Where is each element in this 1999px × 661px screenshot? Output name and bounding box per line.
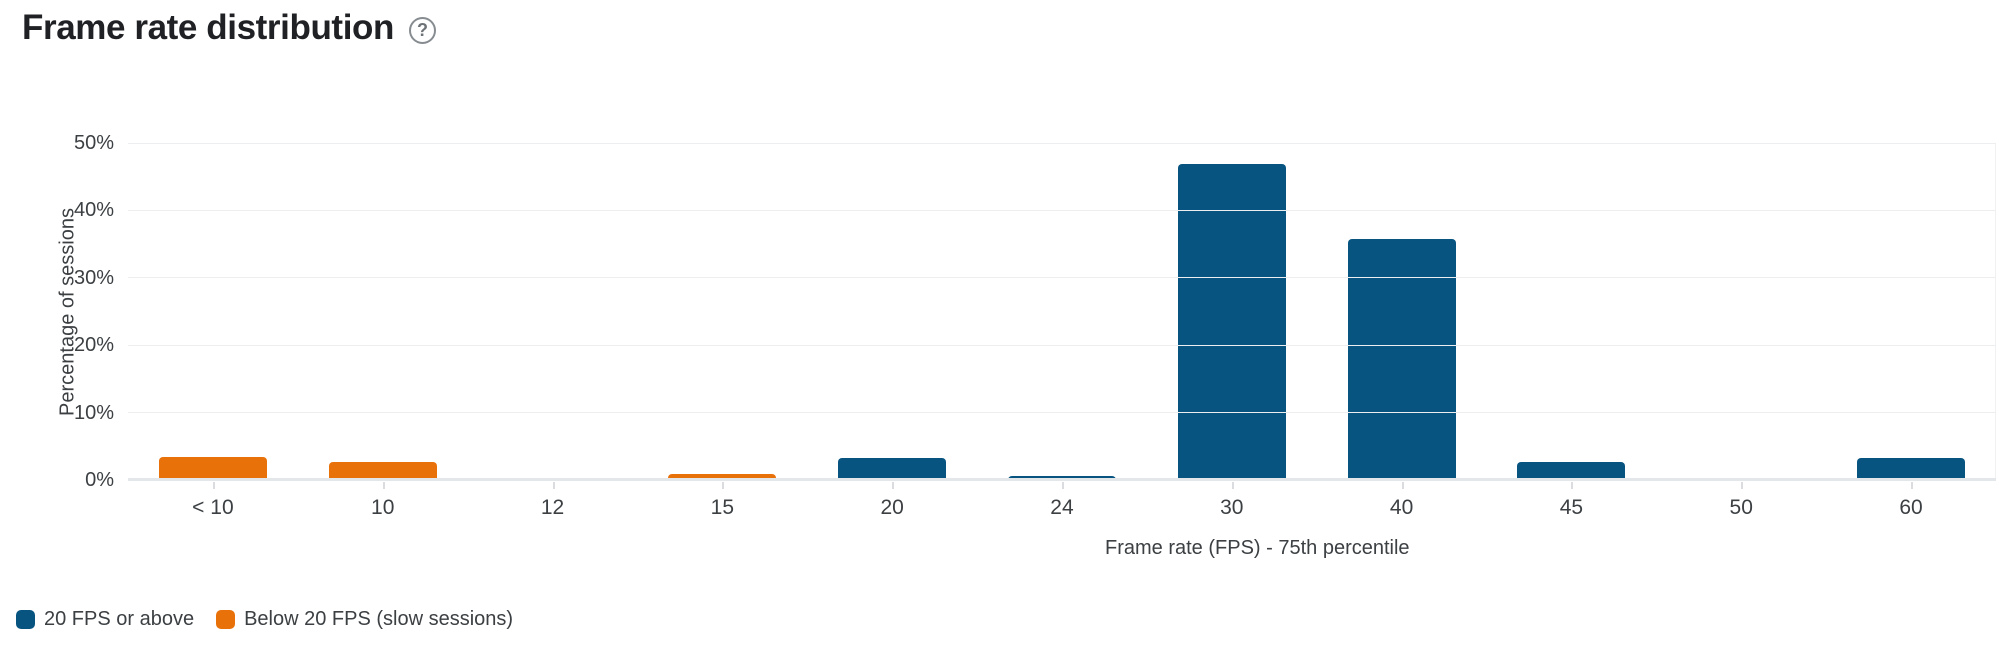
category-slot-<10: < 10 <box>128 143 298 519</box>
legend-label-above: 20 FPS or above <box>44 608 195 630</box>
gridline-30% <box>128 277 1996 279</box>
x-tick-20 <box>892 482 895 489</box>
legend-label-below: Below 20 FPS (slow sessions) <box>244 608 514 630</box>
bar-30[interactable] <box>1177 163 1286 480</box>
legend-swatch-above <box>16 610 35 629</box>
bar-15[interactable] <box>668 473 777 480</box>
chart-title: Frame rate distribution <box>22 8 394 47</box>
x-tick-label-50: 50 <box>1729 496 1753 519</box>
category-slot-50: 50 <box>1656 143 1826 519</box>
x-tick-label-40: 40 <box>1389 496 1414 519</box>
gridline-40% <box>128 209 1996 211</box>
gridline-50% <box>128 142 1996 144</box>
gridline-0% <box>128 478 1996 481</box>
x-tick-45 <box>1571 482 1574 489</box>
bar-slots: < 10 10 12 15 20 24 30 40 45 50 60 <box>128 143 1996 519</box>
category-slot-40: 40 <box>1317 143 1487 519</box>
plot-right-edge <box>1995 143 1996 480</box>
bar-60[interactable] <box>1857 457 1966 480</box>
gridline-20% <box>128 344 1996 346</box>
y-tick-label-30%: 30% <box>73 266 114 289</box>
category-slot-60: 60 <box>1826 143 1996 519</box>
bar-<10[interactable] <box>158 457 267 480</box>
x-tick-24 <box>1061 482 1064 489</box>
category-slot-30: 30 <box>1147 143 1317 519</box>
category-slot-12: 12 <box>468 143 638 519</box>
x-tick-label-15: 15 <box>710 496 735 519</box>
bar-20[interactable] <box>838 457 947 480</box>
category-slot-45: 45 <box>1487 143 1657 519</box>
help-icon[interactable]: ? <box>408 16 436 44</box>
chart-header: Frame rate distribution ? <box>22 8 436 48</box>
x-tick-label-60: 60 <box>1899 496 1923 519</box>
x-tick-40 <box>1401 482 1404 489</box>
x-tick-label-12: 12 <box>540 496 565 519</box>
x-tick-label-20: 20 <box>880 496 904 519</box>
gridline-10% <box>128 412 1996 414</box>
x-tick-label-24: 24 <box>1050 496 1074 519</box>
x-tick-10 <box>382 482 385 489</box>
y-tick-label-10%: 10% <box>73 401 114 424</box>
category-slot-15: 15 <box>637 143 807 519</box>
y-tick-label-20%: 20% <box>73 334 114 357</box>
legend-item-below: Below 20 FPS (slow sessions) <box>216 608 513 631</box>
x-tick-<10 <box>212 482 215 489</box>
x-tick-30 <box>1231 482 1234 489</box>
category-slot-24: 24 <box>977 143 1147 519</box>
bar-10[interactable] <box>328 462 437 480</box>
bar-24[interactable] <box>1007 475 1116 480</box>
frame-rate-chart-plot: Percentage of sessions < 10 10 12 15 20 24 30 4… <box>57 133 1996 519</box>
category-slot-10: 10 <box>298 143 468 519</box>
x-tick-50 <box>1741 482 1744 489</box>
chart-legend: 20 FPS or above Below 20 FPS (slow sessio… <box>16 608 513 631</box>
x-tick-60 <box>1911 482 1914 489</box>
x-tick-label-<10: < 10 <box>192 496 234 519</box>
category-slot-20: 20 <box>807 143 977 519</box>
y-axis-title: Percentage of sessions <box>56 207 79 416</box>
legend-swatch-below <box>216 610 236 629</box>
x-tick-label-30: 30 <box>1220 496 1244 519</box>
y-tick-label-0%: 0% <box>85 469 114 491</box>
x-axis-title: Frame rate (FPS) - 75th percentile <box>1105 537 1410 559</box>
y-tick-label-40%: 40% <box>73 199 114 222</box>
y-tick-label-50%: 50% <box>73 132 114 154</box>
legend-item-above: 20 FPS or above <box>16 608 194 631</box>
bar-45[interactable] <box>1517 461 1626 480</box>
x-tick-label-10: 10 <box>371 496 395 519</box>
x-tick-label-45: 45 <box>1559 496 1584 519</box>
x-tick-12 <box>552 482 555 489</box>
x-tick-15 <box>722 482 725 489</box>
bar-40[interactable] <box>1347 238 1456 480</box>
